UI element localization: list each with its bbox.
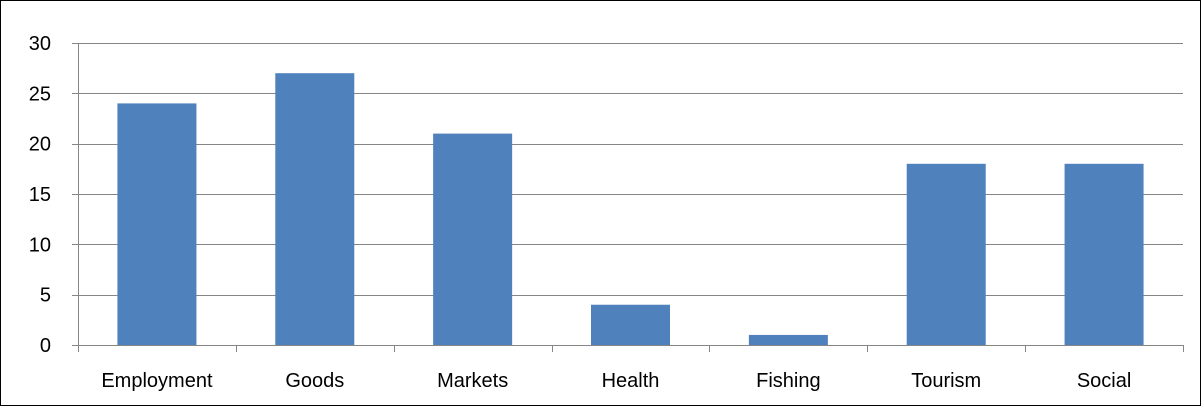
x-tick-label: Social xyxy=(1077,370,1131,392)
bars xyxy=(117,73,1144,346)
x-tick-labels: Employment Goods Markets Health Fishing Touri… xyxy=(101,370,1131,392)
gridlines xyxy=(72,43,1183,296)
y-tick-label: 30 xyxy=(29,33,51,55)
x-tick-label: Goods xyxy=(285,370,344,392)
y-tick-label: 25 xyxy=(29,83,51,105)
y-tick-label: 5 xyxy=(40,285,51,307)
bar-social xyxy=(1064,163,1144,345)
axes xyxy=(72,43,1184,352)
bar-tourism xyxy=(906,163,986,345)
bar-markets xyxy=(433,133,513,345)
x-tick-label: Fishing xyxy=(756,370,820,392)
y-tick-label: 20 xyxy=(29,134,51,156)
x-tick-label: Employment xyxy=(101,370,213,392)
y-tick-label: 10 xyxy=(29,234,51,256)
bar-health xyxy=(591,304,670,345)
bar-goods xyxy=(275,73,355,345)
x-tick-label: Markets xyxy=(437,370,508,392)
x-tick-label: Tourism xyxy=(911,370,981,392)
bar-fishing xyxy=(748,334,828,345)
y-tick-label: 15 xyxy=(29,184,51,206)
y-tick-labels: 0 5 10 15 20 25 30 xyxy=(29,33,51,357)
y-tick-label: 0 xyxy=(40,335,51,357)
bar-employment xyxy=(117,103,197,346)
x-tick-label: Health xyxy=(602,370,660,392)
